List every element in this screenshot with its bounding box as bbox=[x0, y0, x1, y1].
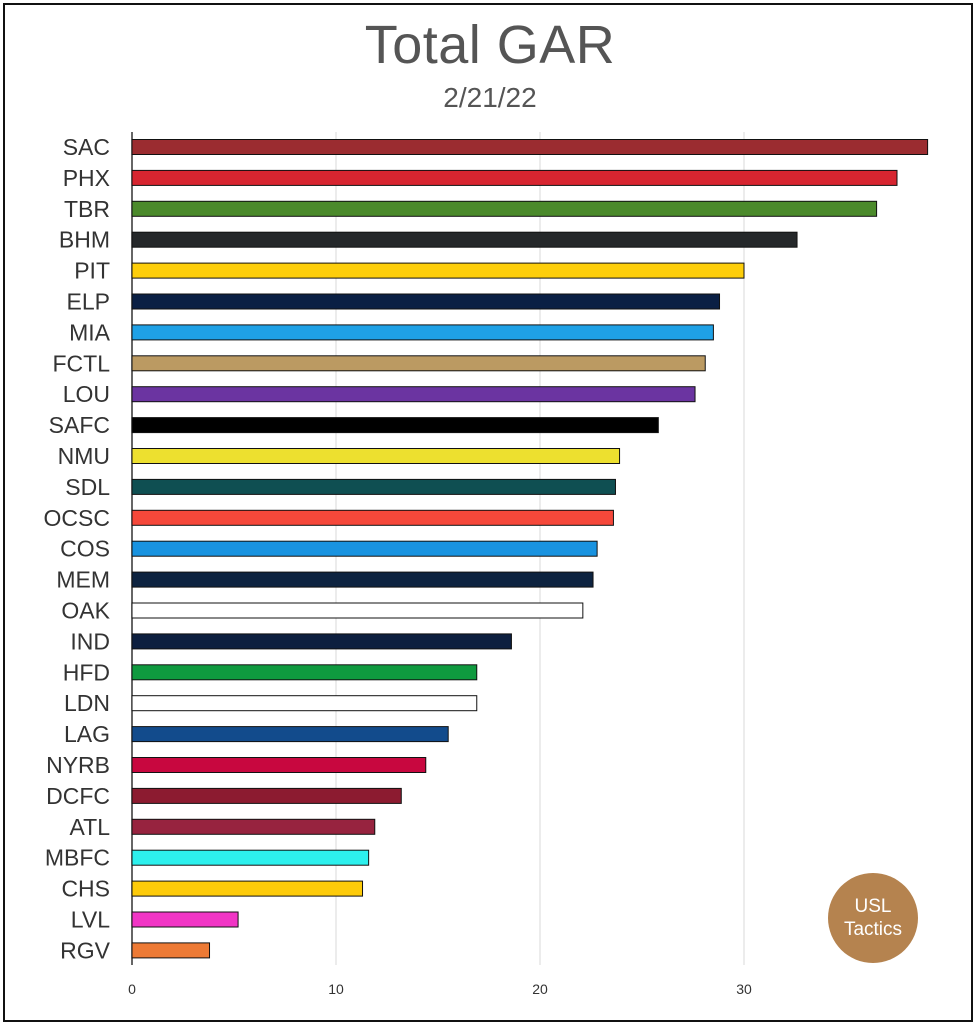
bar-hfd bbox=[131, 664, 478, 681]
category-label-phx: PHX bbox=[63, 165, 110, 191]
category-labels: SAC PHX TBR BHM PIT ELP MIA FCTL LOU SAFC NMU SDL OC… bbox=[44, 134, 111, 963]
category-label-safc: SAFC bbox=[49, 412, 110, 438]
category-label-mbfc: MBFC bbox=[45, 845, 110, 871]
bar-phx bbox=[131, 169, 898, 186]
bar-mia bbox=[131, 324, 714, 341]
category-label-mia: MIA bbox=[69, 319, 111, 345]
category-label-cos: COS bbox=[60, 536, 110, 562]
category-label-ind: IND bbox=[70, 628, 110, 654]
x-tick-label: 10 bbox=[328, 981, 344, 997]
bar-elp bbox=[131, 293, 721, 310]
category-label-sdl: SDL bbox=[65, 474, 110, 500]
x-tick-labels: 0 10 20 30 bbox=[128, 981, 752, 997]
category-label-mem: MEM bbox=[56, 567, 110, 593]
bar-dcfc bbox=[131, 787, 402, 804]
chart-subtitle: 2/21/22 bbox=[443, 82, 537, 113]
x-tick-label: 0 bbox=[128, 981, 136, 997]
bar-mem bbox=[131, 571, 594, 588]
category-label-tbr: TBR bbox=[64, 196, 110, 222]
bar-fctl bbox=[131, 355, 706, 372]
bar-lou bbox=[131, 386, 696, 403]
bar-atl bbox=[131, 818, 376, 835]
category-label-lou: LOU bbox=[63, 381, 110, 407]
category-label-oak: OAK bbox=[61, 598, 110, 624]
category-label-lvl: LVL bbox=[71, 907, 110, 933]
bar-nyrb bbox=[131, 757, 427, 773]
category-label-hfd: HFD bbox=[63, 659, 110, 685]
category-label-fctl: FCTL bbox=[53, 350, 111, 376]
category-label-elp: ELP bbox=[67, 289, 110, 315]
bar-pit bbox=[131, 262, 745, 279]
bar-bhm bbox=[131, 231, 798, 248]
category-label-rgv: RGV bbox=[60, 937, 111, 963]
category-label-lag: LAG bbox=[64, 721, 110, 747]
bar-safc bbox=[131, 417, 659, 434]
bar-nmu bbox=[131, 448, 621, 464]
bar-sac bbox=[131, 139, 929, 155]
logo-line1: USL bbox=[854, 896, 892, 917]
category-label-ldn: LDN bbox=[64, 690, 110, 716]
x-tick-label: 30 bbox=[736, 981, 752, 997]
bars bbox=[131, 139, 929, 959]
bar-tbr bbox=[131, 200, 878, 217]
bar-lag bbox=[131, 726, 449, 743]
category-label-dcfc: DCFC bbox=[46, 783, 110, 809]
category-label-nyrb: NYRB bbox=[46, 752, 110, 778]
bar-oak bbox=[131, 602, 584, 619]
category-label-atl: ATL bbox=[70, 814, 111, 840]
category-label-pit: PIT bbox=[74, 258, 110, 284]
category-label-ocsc: OCSC bbox=[44, 505, 110, 531]
usl-tactics-logo: USL Tactics bbox=[828, 873, 918, 963]
bar-ocsc bbox=[131, 509, 614, 526]
bar-sdl bbox=[131, 478, 616, 495]
category-label-sac: SAC bbox=[63, 134, 110, 160]
logo-line2: Tactics bbox=[843, 919, 903, 940]
bar-chs bbox=[131, 880, 364, 897]
chart-title: Total GAR bbox=[364, 15, 616, 75]
category-label-nmu: NMU bbox=[58, 443, 110, 469]
bar-ldn bbox=[131, 695, 478, 712]
x-tick-label: 20 bbox=[532, 981, 548, 997]
category-label-chs: CHS bbox=[61, 876, 110, 902]
category-label-bhm: BHM bbox=[59, 227, 110, 253]
bar-cos bbox=[131, 540, 598, 557]
bar-ind bbox=[131, 633, 512, 650]
bar-rgv bbox=[131, 942, 211, 959]
bar-lvl bbox=[131, 911, 239, 928]
bar-mbfc bbox=[131, 849, 370, 866]
